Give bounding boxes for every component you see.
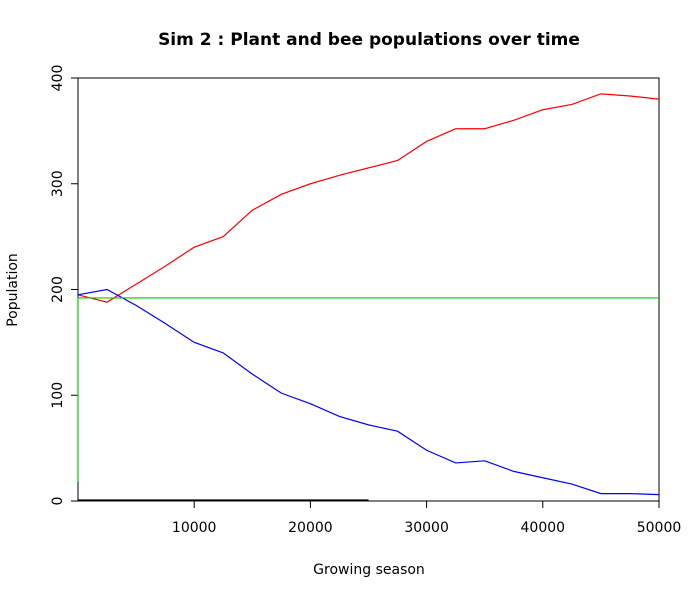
y-tick-label: 300 [50, 170, 66, 197]
y-tick-label: 400 [50, 65, 66, 92]
x-axis-label: Growing season [313, 562, 425, 578]
x-tick-label: 30000 [404, 520, 449, 536]
series-line [77, 297, 659, 482]
x-tick-label: 50000 [637, 520, 682, 536]
series-line [77, 93, 660, 303]
x-tick-label: 20000 [288, 520, 333, 536]
y-axis-label: Population [5, 253, 21, 327]
chart-title: Sim 2 : Plant and bee populations over t… [158, 30, 580, 50]
series-line [77, 288, 660, 496]
plot-frame [77, 77, 660, 502]
y-tick-label: 100 [50, 382, 66, 409]
y-tick-label: 0 [50, 497, 66, 506]
x-tick-label: 40000 [521, 520, 566, 536]
y-tick-label: 200 [50, 276, 66, 303]
x-tick-label: 10000 [172, 520, 217, 536]
